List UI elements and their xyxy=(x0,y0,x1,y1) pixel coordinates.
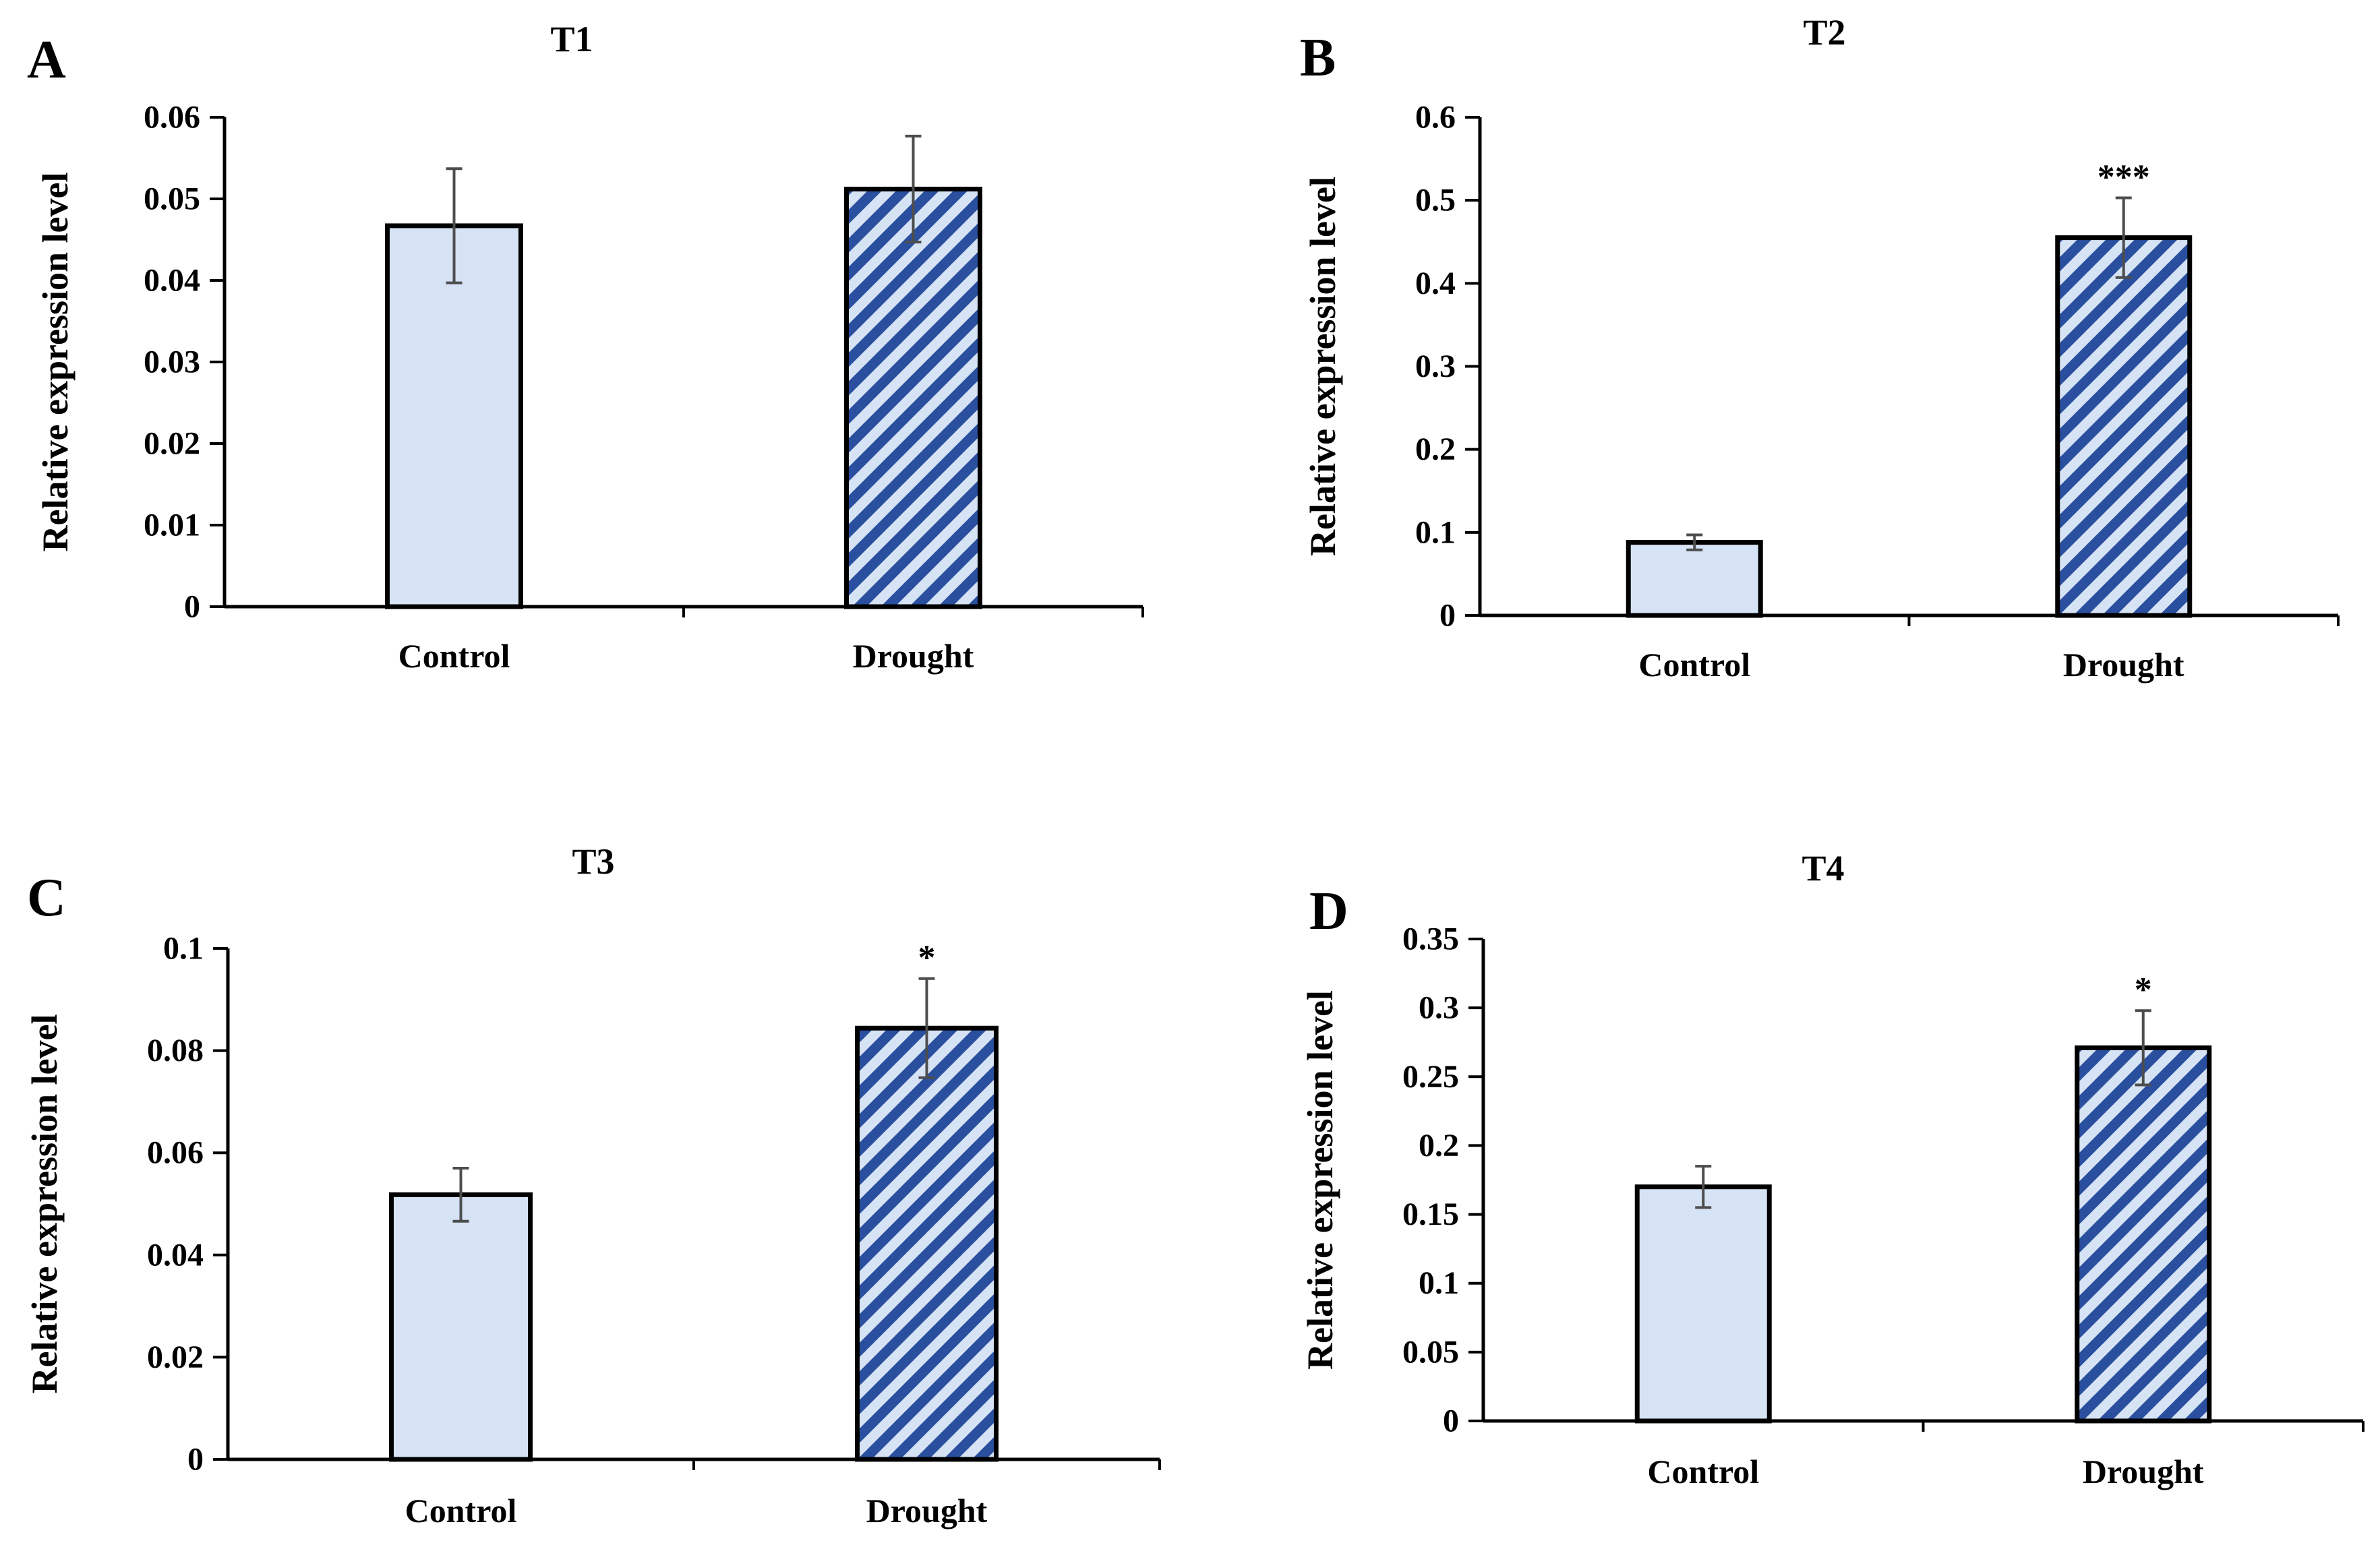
y-tick-label-b: 0.1 xyxy=(1415,514,1456,550)
panel-letter-c: C xyxy=(27,868,66,928)
y-tick-label-b: 0 xyxy=(1439,598,1456,634)
y-axis-label-c: Relative expression level xyxy=(24,1014,65,1394)
significance-label-d: * xyxy=(2135,971,2152,1009)
y-axis-label-b: Relative expression level xyxy=(1303,177,1343,556)
y-tick-label-a: 0.03 xyxy=(144,344,200,380)
x-tick-label-drought-c: Drought xyxy=(866,1492,988,1529)
panel-letter-b: B xyxy=(1300,28,1336,88)
y-tick-label-a: 0.02 xyxy=(144,426,200,462)
bar-drought-d xyxy=(2075,1045,2212,1424)
y-tick-label-c: 0.1 xyxy=(163,931,204,967)
bar-drought-a xyxy=(844,186,982,609)
x-tick-label-control-d: Control xyxy=(1647,1453,1759,1490)
y-tick-label-a: 0.04 xyxy=(144,263,200,299)
y-tick-label-d: 0.25 xyxy=(1402,1059,1459,1095)
y-tick-label-d: 0.2 xyxy=(1419,1128,1459,1163)
y-tick-label-d: 0 xyxy=(1443,1403,1459,1439)
chart-panel-d: D T4 Relative expression level 0 0.05 0.1 0.15… xyxy=(1300,848,2364,1490)
y-tick-label-a: 0.05 xyxy=(144,181,200,217)
x-tick-label-control-a: Control xyxy=(398,637,510,675)
y-tick-label-b: 0.6 xyxy=(1415,100,1456,135)
bar-control-c xyxy=(389,1192,533,1462)
y-tick-label-d: 0.15 xyxy=(1402,1196,1459,1232)
y-tick-label-b: 0.5 xyxy=(1415,183,1456,218)
y-tick-label-c: 0.08 xyxy=(147,1033,204,1068)
x-tick-label-drought-b: Drought xyxy=(2063,646,2184,684)
chart-title-d: T4 xyxy=(1802,848,1844,888)
y-tick-label-c: 0 xyxy=(187,1442,204,1478)
y-tick-label-a: 0 xyxy=(184,589,200,625)
y-tick-label-c: 0.04 xyxy=(147,1237,204,1273)
y-tick-label-d: 0.1 xyxy=(1419,1265,1459,1301)
chart-title-c: T3 xyxy=(572,841,614,882)
panel-letter-d: D xyxy=(1309,882,1348,941)
significance-label-c: * xyxy=(918,939,936,977)
chart-panel-c: C T3 Relative expression level 0 0.02 0.04 0.0… xyxy=(24,841,1161,1529)
bar-drought-b xyxy=(2055,235,2193,618)
panel-letter-a: A xyxy=(27,30,66,90)
bar-control-b xyxy=(1626,540,1763,618)
bar-control-a xyxy=(385,223,523,609)
bar-drought-c xyxy=(855,1025,999,1462)
y-tick-label-a: 0.01 xyxy=(144,508,200,543)
y-tick-label-d: 0.35 xyxy=(1402,921,1459,957)
y-tick-label-d: 0.3 xyxy=(1419,990,1459,1026)
y-axis-label-a: Relative expression level xyxy=(35,173,76,552)
y-tick-label-b: 0.2 xyxy=(1415,431,1456,467)
y-tick-label-b: 0.4 xyxy=(1415,266,1456,301)
significance-label-b: *** xyxy=(2098,158,2150,196)
bar-control-d xyxy=(1634,1184,1772,1424)
y-tick-label-b: 0.3 xyxy=(1415,348,1456,384)
y-axis-label-d: Relative expression level xyxy=(1300,990,1340,1370)
chart-panel-b: B T2 Relative expression level 0 0.1 0.2 0.3 0.… xyxy=(1300,12,2340,684)
y-tick-label-a: 0.06 xyxy=(144,100,200,135)
x-tick-label-drought-a: Drought xyxy=(853,637,974,675)
chart-title-a: T1 xyxy=(550,19,593,59)
y-tick-label-c: 0.06 xyxy=(147,1135,204,1171)
y-tick-label-c: 0.02 xyxy=(147,1339,204,1375)
y-tick-label-d: 0.05 xyxy=(1402,1334,1459,1370)
x-tick-label-control-c: Control xyxy=(405,1492,517,1529)
chart-title-b: T2 xyxy=(1803,12,1845,53)
x-tick-label-drought-d: Drought xyxy=(2083,1453,2204,1490)
x-tick-label-control-b: Control xyxy=(1638,646,1750,684)
chart-panel-a: A T1 Relative expression level 0 0.01 0.02 0.0… xyxy=(27,19,1144,675)
